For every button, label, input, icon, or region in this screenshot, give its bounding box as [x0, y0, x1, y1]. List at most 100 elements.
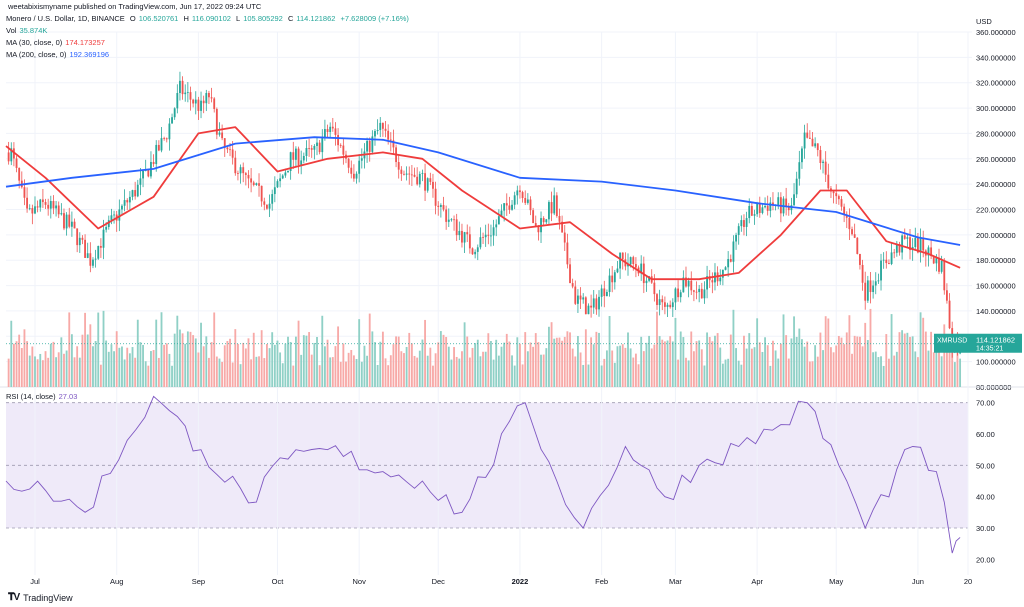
candle-body: [487, 234, 490, 236]
volume-bar: [44, 351, 47, 387]
candle-body: [584, 297, 587, 315]
candle-body: [914, 237, 917, 247]
volume-bar: [811, 361, 814, 387]
volume-bar: [819, 332, 822, 387]
price-tick-label: 220.000000: [976, 206, 1016, 215]
candle-body: [885, 259, 888, 264]
price-axis-currency: USD: [976, 17, 992, 26]
volume-bar: [645, 342, 648, 387]
volume-bar: [822, 350, 824, 387]
candle-body: [339, 145, 342, 146]
candle-body: [250, 178, 253, 183]
volume-bar: [292, 365, 295, 387]
volume-bar: [73, 357, 76, 387]
volume-bar: [331, 357, 334, 387]
volume-bar: [874, 351, 877, 387]
price-tick-label: 320.000000: [976, 79, 1016, 88]
candle-body: [197, 99, 200, 111]
time-tick-label: Aug: [110, 577, 123, 586]
candle-body: [724, 267, 727, 270]
candle-body: [437, 205, 440, 207]
volume-bar: [400, 351, 403, 387]
volume-bar: [284, 343, 287, 387]
candle-body: [92, 259, 94, 266]
candle-body: [603, 288, 606, 297]
volume-bar: [255, 356, 258, 387]
candle-body: [15, 158, 18, 168]
volume-bar: [447, 346, 450, 387]
candle-body: [840, 199, 843, 207]
candle-body: [381, 122, 384, 129]
volume-bar: [326, 339, 329, 387]
candle-body: [901, 235, 904, 253]
volume-bar: [579, 352, 582, 387]
candle-body: [661, 299, 664, 303]
volume-bar: [679, 331, 682, 387]
volume-bar: [426, 355, 429, 387]
volume-bar: [537, 342, 540, 387]
candle-body: [563, 232, 566, 243]
candle-body: [376, 130, 379, 132]
candle-body: [497, 216, 500, 225]
candle-body: [492, 227, 495, 236]
volume-bar: [432, 365, 434, 387]
volume-bar: [563, 336, 566, 387]
candle-body: [155, 144, 158, 165]
volume-bar: [453, 347, 455, 387]
price-tick-label: 160.000000: [976, 282, 1016, 291]
volume-bar: [70, 334, 73, 387]
volume-bar: [179, 329, 181, 387]
volume-bar: [848, 315, 851, 387]
volume-bar: [434, 353, 437, 387]
volume-bar: [52, 341, 55, 387]
volume-bar: [861, 346, 864, 387]
volume-bar: [150, 351, 152, 387]
volume-bar: [727, 358, 730, 387]
candle-body: [405, 173, 408, 175]
volume-bar: [545, 348, 548, 387]
high-value: 116.090102: [191, 14, 231, 23]
symbol-legend: Monero / U.S. Dollar, 1D, BINANCE O 106.5…: [6, 14, 409, 23]
volume-bar: [437, 342, 440, 387]
volume-bar: [555, 337, 558, 387]
candle-body: [753, 214, 756, 216]
candle-body: [102, 229, 105, 248]
time-tick-label: Apr: [751, 577, 763, 586]
volume-bar: [832, 352, 835, 387]
candle-body: [81, 237, 84, 240]
volume-bar: [105, 340, 108, 387]
candle-body: [787, 205, 790, 211]
candle-body: [310, 148, 313, 150]
volume-bar: [490, 341, 492, 387]
volume-bar: [582, 364, 585, 387]
volume-bar: [508, 341, 511, 387]
volume-bar: [787, 358, 790, 387]
volume-bar: [126, 347, 129, 387]
volume-bar: [176, 315, 179, 387]
candle-body: [34, 206, 36, 214]
volume-bar: [650, 348, 653, 387]
candle-body: [505, 203, 508, 206]
volume-bar: [86, 334, 89, 387]
volume-bar: [458, 358, 461, 387]
volume-bar: [505, 333, 508, 387]
volume-bar: [830, 347, 832, 387]
candle-body: [168, 123, 171, 140]
candle-body: [719, 277, 722, 282]
candle-body: [455, 219, 458, 236]
volume-bar: [205, 336, 208, 387]
candle-body: [331, 126, 334, 129]
volume-bar: [294, 336, 297, 387]
volume-bar: [321, 315, 324, 387]
candle-body: [758, 203, 761, 213]
candle-body: [877, 280, 880, 282]
price-tick-label: 200.000000: [976, 231, 1016, 240]
volume-bar: [360, 361, 363, 387]
candle-body: [490, 235, 492, 237]
candle-body: [772, 202, 774, 206]
candle-body: [566, 242, 569, 265]
volume-bar: [171, 365, 173, 387]
brand-name: TradingView: [23, 592, 73, 603]
volume-bar: [548, 326, 550, 387]
